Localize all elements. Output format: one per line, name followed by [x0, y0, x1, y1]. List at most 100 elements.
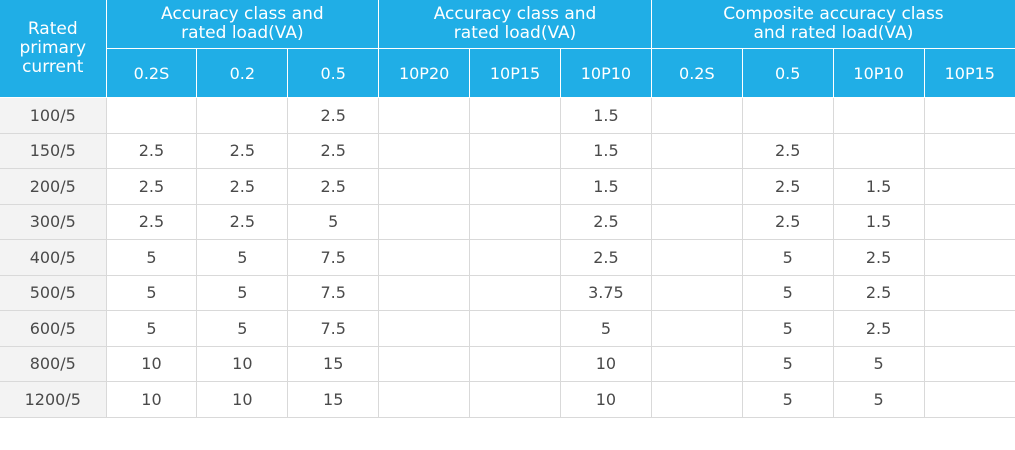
load-value-cell	[651, 346, 743, 382]
load-value-cell	[378, 168, 471, 205]
load-value-cell	[469, 346, 561, 382]
load-value-cell	[378, 133, 471, 169]
load-value-cell	[924, 133, 1015, 169]
table-row: 400/5 5 5 7.5 2.5 5 2.5	[0, 239, 1015, 276]
load-value-cell: 2.5	[287, 97, 380, 134]
load-value-cell	[651, 168, 743, 205]
load-value-cell: 2.5	[742, 168, 834, 205]
rated-current-cell: 800/5	[0, 346, 107, 382]
group-header-accuracy-1: Accuracy class and rated load(VA)	[106, 0, 380, 49]
rated-current-cell: 400/5	[0, 239, 107, 276]
load-value-cell: 2.5	[833, 310, 925, 347]
table-row: 200/5 2.5 2.5 2.5 1.5 2.5 1.5	[0, 168, 1015, 205]
column-header: 0.5	[287, 48, 380, 98]
load-value-cell	[469, 97, 561, 134]
column-header: 10P10	[560, 48, 652, 98]
load-value-cell: 5	[742, 239, 834, 276]
load-value-cell	[924, 239, 1015, 276]
load-value-cell: 5	[106, 239, 198, 276]
load-value-cell: 5	[196, 275, 289, 311]
rated-current-cell: 100/5	[0, 97, 107, 134]
column-header: 0.2	[196, 48, 289, 98]
load-value-cell: 1.5	[560, 168, 652, 205]
load-value-cell: 10	[560, 346, 652, 382]
load-value-cell: 2.5	[560, 239, 652, 276]
rated-current-cell: 200/5	[0, 168, 107, 205]
load-value-cell: 5	[742, 346, 834, 382]
load-value-cell	[833, 97, 925, 134]
load-value-cell: 2.5	[196, 133, 289, 169]
group-header-composite: Composite accuracy class and rated load(…	[651, 0, 1015, 49]
ct-rating-table: Rated primary current Accuracy class and…	[0, 0, 1015, 418]
load-value-cell: 2.5	[742, 133, 834, 169]
load-value-cell: 3.75	[560, 275, 652, 311]
load-value-cell: 1.5	[833, 204, 925, 240]
load-value-cell: 5	[742, 275, 834, 311]
column-header: 10P10	[833, 48, 925, 98]
load-value-cell	[651, 275, 743, 311]
load-value-cell: 2.5	[196, 204, 289, 240]
rated-current-cell: 1200/5	[0, 381, 107, 418]
load-value-cell	[924, 275, 1015, 311]
load-value-cell: 15	[287, 381, 380, 418]
rated-current-cell: 300/5	[0, 204, 107, 240]
load-value-cell	[469, 239, 561, 276]
load-value-cell	[651, 310, 743, 347]
load-value-cell: 10	[106, 381, 198, 418]
load-value-cell: 1.5	[560, 97, 652, 134]
table-row: 600/5 5 5 7.5 5 5 2.5	[0, 310, 1015, 347]
load-value-cell: 5	[287, 204, 380, 240]
table-header: Rated primary current Accuracy class and…	[0, 0, 1015, 98]
load-value-cell	[378, 346, 471, 382]
table-row: 500/5 5 5 7.5 3.75 5 2.5	[0, 275, 1015, 311]
load-value-cell: 1.5	[833, 168, 925, 205]
load-value-cell: 2.5	[106, 204, 198, 240]
load-value-cell: 5	[196, 310, 289, 347]
load-value-cell	[924, 310, 1015, 347]
table-row: 100/5 2.5 1.5	[0, 97, 1015, 134]
rated-current-cell: 500/5	[0, 275, 107, 311]
load-value-cell	[378, 204, 471, 240]
load-value-cell	[833, 133, 925, 169]
column-header: 10P20	[378, 48, 471, 98]
load-value-cell	[651, 97, 743, 134]
load-value-cell	[196, 97, 289, 134]
load-value-cell: 5	[833, 346, 925, 382]
load-value-cell	[106, 97, 198, 134]
load-value-cell: 2.5	[560, 204, 652, 240]
load-value-cell: 2.5	[287, 168, 380, 205]
load-value-cell: 7.5	[287, 239, 380, 276]
load-value-cell	[924, 168, 1015, 205]
table-row: 150/5 2.5 2.5 2.5 1.5 2.5	[0, 133, 1015, 169]
rated-primary-current-header: Rated primary current	[0, 0, 107, 98]
load-value-cell: 2.5	[742, 204, 834, 240]
load-value-cell	[651, 133, 743, 169]
rated-current-cell: 600/5	[0, 310, 107, 347]
load-value-cell	[378, 275, 471, 311]
load-value-cell: 1.5	[560, 133, 652, 169]
load-value-cell: 5	[106, 275, 198, 311]
load-value-cell	[924, 346, 1015, 382]
load-value-cell: 10	[196, 381, 289, 418]
load-value-cell	[651, 381, 743, 418]
load-value-cell	[469, 310, 561, 347]
load-value-cell	[378, 97, 471, 134]
load-value-cell: 2.5	[287, 133, 380, 169]
load-value-cell	[378, 239, 471, 276]
table-body: 100/5 2.5 1.5 150/5 2.5 2.5 2.5 1.5 2.5 200/5 2.5 2…	[0, 97, 1015, 418]
load-value-cell: 5	[742, 381, 834, 418]
load-value-cell	[378, 310, 471, 347]
load-value-cell: 5	[106, 310, 198, 347]
load-value-cell	[378, 381, 471, 418]
load-value-cell: 2.5	[106, 133, 198, 169]
load-value-cell	[924, 97, 1015, 134]
load-value-cell	[742, 97, 834, 134]
load-value-cell: 10	[560, 381, 652, 418]
load-value-cell: 5	[196, 239, 289, 276]
load-value-cell: 15	[287, 346, 380, 382]
column-header: 10P15	[924, 48, 1015, 98]
load-value-cell	[469, 381, 561, 418]
column-header: 10P15	[469, 48, 561, 98]
load-value-cell: 10	[106, 346, 198, 382]
load-value-cell: 2.5	[106, 168, 198, 205]
